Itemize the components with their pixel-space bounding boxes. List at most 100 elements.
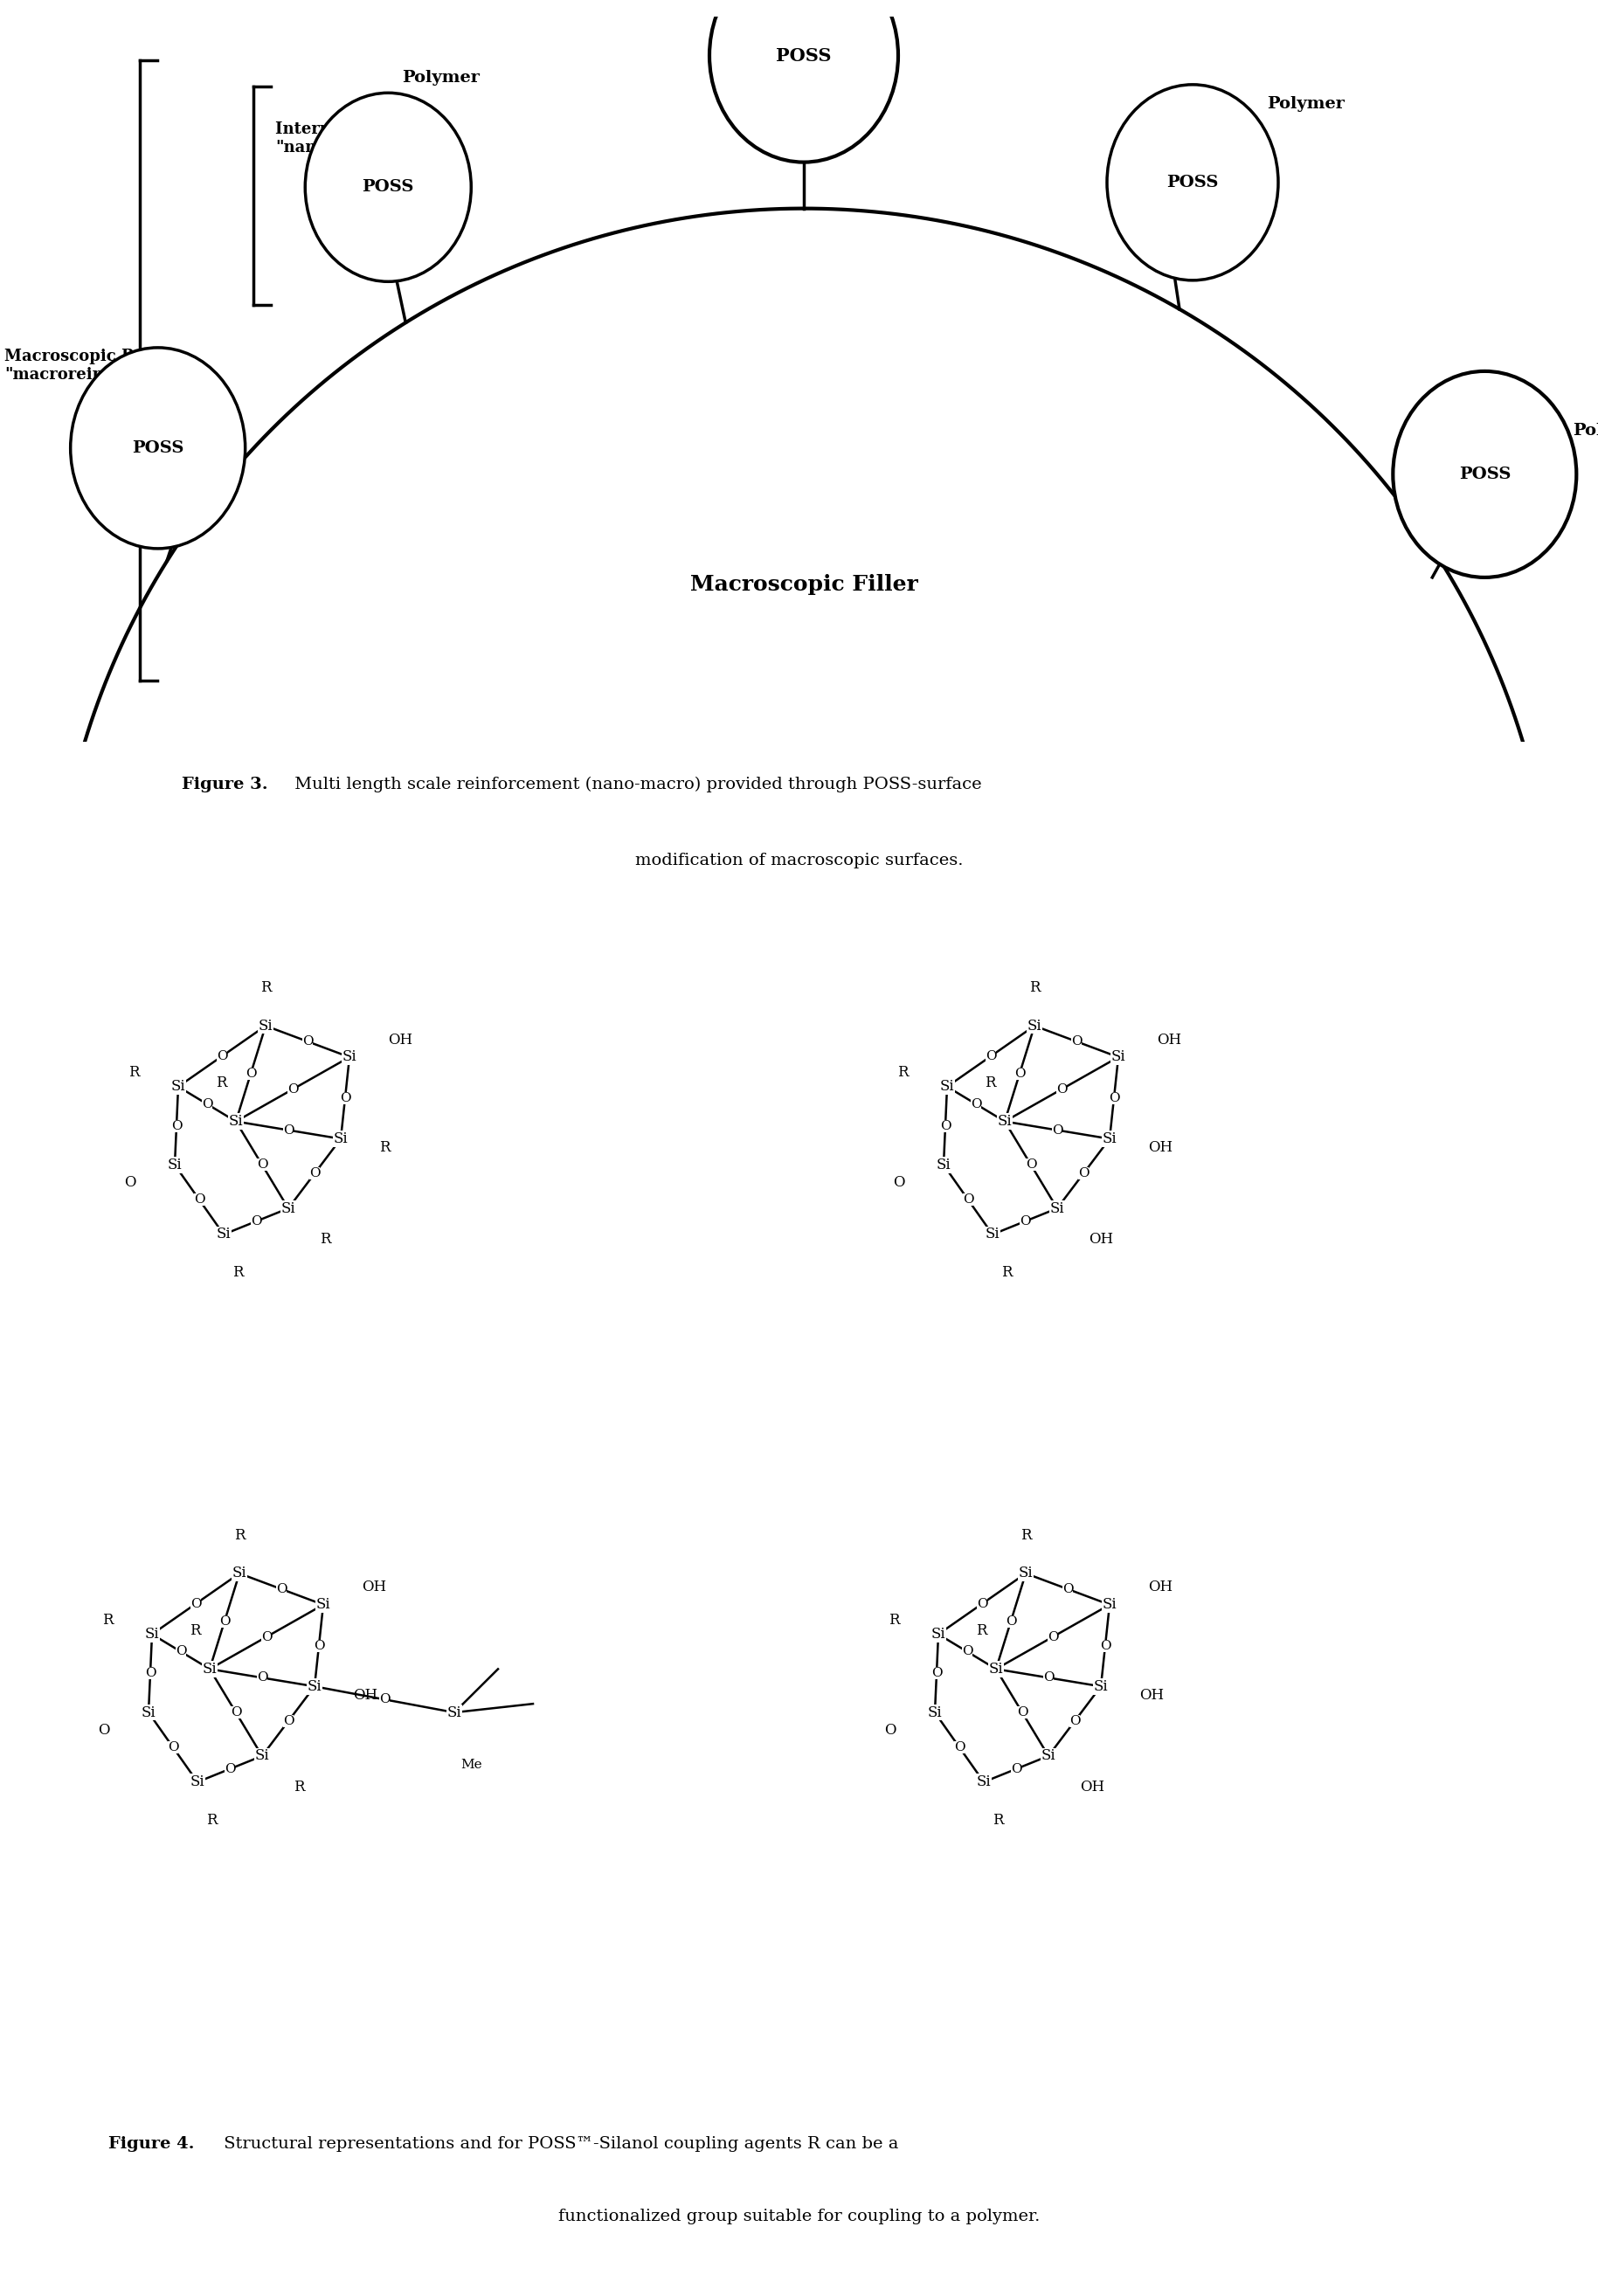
Text: O: O <box>976 1598 988 1609</box>
Text: Si: Si <box>168 1157 182 1173</box>
Text: O: O <box>1016 1706 1028 1720</box>
Text: O: O <box>171 1120 182 1132</box>
Text: O: O <box>962 1194 973 1205</box>
Text: Si: Si <box>927 1706 943 1720</box>
Text: Si: Si <box>216 1226 232 1242</box>
Text: O: O <box>308 1166 320 1180</box>
Text: O: O <box>940 1120 951 1132</box>
Text: POSS: POSS <box>363 179 414 195</box>
Text: O: O <box>219 1614 230 1628</box>
Text: POSS: POSS <box>1459 466 1510 482</box>
Text: O: O <box>244 1068 256 1079</box>
Text: R: R <box>888 1612 900 1628</box>
Text: OH: OH <box>1139 1688 1163 1704</box>
Text: R: R <box>898 1065 909 1079</box>
Text: Si: Si <box>190 1775 205 1789</box>
Text: R: R <box>1002 1265 1012 1281</box>
Text: Si: Si <box>316 1598 331 1612</box>
Text: Polymer: Polymer <box>1572 422 1598 439</box>
Text: Si: Si <box>1042 1750 1056 1763</box>
Text: R: R <box>984 1077 996 1091</box>
Text: OH: OH <box>361 1580 387 1596</box>
Text: R: R <box>294 1779 305 1795</box>
Text: O: O <box>257 1671 267 1683</box>
Text: Macroscopic Filler: Macroscopic Filler <box>690 574 917 595</box>
Text: Si: Si <box>1103 1598 1117 1612</box>
Text: O: O <box>1020 1215 1031 1228</box>
Text: O: O <box>1051 1125 1063 1137</box>
Text: Si: Si <box>940 1079 954 1095</box>
Text: Si: Si <box>932 1628 946 1642</box>
Text: Me: Me <box>462 1759 483 1770</box>
Text: O: O <box>193 1194 205 1205</box>
Text: R: R <box>379 1141 390 1155</box>
Text: O: O <box>340 1093 350 1104</box>
Ellipse shape <box>1107 85 1278 280</box>
Text: O: O <box>1109 1093 1120 1104</box>
Text: O: O <box>313 1639 324 1651</box>
Text: Polymer: Polymer <box>1267 96 1346 113</box>
Text: O: O <box>276 1582 288 1596</box>
Text: O: O <box>168 1740 179 1754</box>
Text: Figure 3.: Figure 3. <box>182 776 268 792</box>
Text: R: R <box>216 1077 227 1091</box>
Text: O: O <box>216 1049 227 1063</box>
Text: O: O <box>932 1667 943 1678</box>
Text: Si: Si <box>1018 1566 1032 1582</box>
Text: OH: OH <box>1080 1779 1104 1795</box>
Text: O: O <box>176 1646 187 1658</box>
Text: O: O <box>954 1740 965 1754</box>
Text: Si: Si <box>986 1226 1000 1242</box>
Text: R: R <box>320 1233 331 1247</box>
Text: OH: OH <box>1157 1033 1181 1047</box>
Text: Si: Si <box>1111 1049 1125 1065</box>
Text: O: O <box>201 1097 213 1111</box>
Text: Si: Si <box>254 1750 270 1763</box>
Text: O: O <box>1063 1582 1074 1596</box>
Text: O: O <box>1069 1715 1080 1727</box>
Text: R: R <box>992 1814 1004 1828</box>
Text: R: R <box>1020 1527 1031 1543</box>
Text: O: O <box>288 1084 299 1095</box>
Text: O: O <box>230 1706 241 1720</box>
Text: Structural representations and for POSS™-Silanol coupling agents R can be a: Structural representations and for POSS™… <box>219 2135 898 2151</box>
Text: Si: Si <box>1103 1132 1117 1146</box>
Text: O: O <box>224 1763 235 1775</box>
Text: O: O <box>283 1125 294 1137</box>
Text: O: O <box>125 1176 136 1189</box>
Text: Si: Si <box>1028 1019 1042 1033</box>
Text: Si: Si <box>997 1114 1012 1130</box>
Text: O: O <box>1099 1639 1111 1651</box>
Text: R: R <box>1029 980 1040 994</box>
Text: Si: Si <box>259 1019 273 1033</box>
Text: OH: OH <box>388 1033 412 1047</box>
Text: Si: Si <box>307 1678 321 1694</box>
Text: O: O <box>379 1694 390 1706</box>
Text: Si: Si <box>145 1628 160 1642</box>
Text: Si: Si <box>171 1079 185 1095</box>
Text: O: O <box>885 1722 896 1738</box>
Text: Si: Si <box>989 1662 1004 1676</box>
Ellipse shape <box>305 92 471 282</box>
Text: O: O <box>962 1646 973 1658</box>
Text: O: O <box>1056 1084 1067 1095</box>
Text: Si: Si <box>232 1566 246 1582</box>
Text: O: O <box>1026 1159 1037 1171</box>
Text: O: O <box>1079 1166 1088 1180</box>
Text: Si: Si <box>976 1775 991 1789</box>
Text: O: O <box>145 1667 155 1678</box>
Text: O: O <box>1015 1068 1026 1079</box>
Text: Figure 4.: Figure 4. <box>109 2135 193 2151</box>
Ellipse shape <box>710 0 898 163</box>
Text: OH: OH <box>1147 1141 1173 1155</box>
Text: O: O <box>986 1049 996 1063</box>
Text: O: O <box>190 1598 201 1609</box>
Text: R: R <box>233 1527 244 1543</box>
Text: O: O <box>1047 1630 1058 1644</box>
Text: Si: Si <box>1093 1678 1107 1694</box>
Text: Interphase Region
"nanoreinforcement": Interphase Region "nanoreinforcement" <box>275 122 462 156</box>
Text: Si: Si <box>141 1706 155 1720</box>
Text: R: R <box>232 1265 243 1281</box>
Text: modification of macroscopic surfaces.: modification of macroscopic surfaces. <box>634 852 964 868</box>
Text: Si: Si <box>334 1132 348 1146</box>
